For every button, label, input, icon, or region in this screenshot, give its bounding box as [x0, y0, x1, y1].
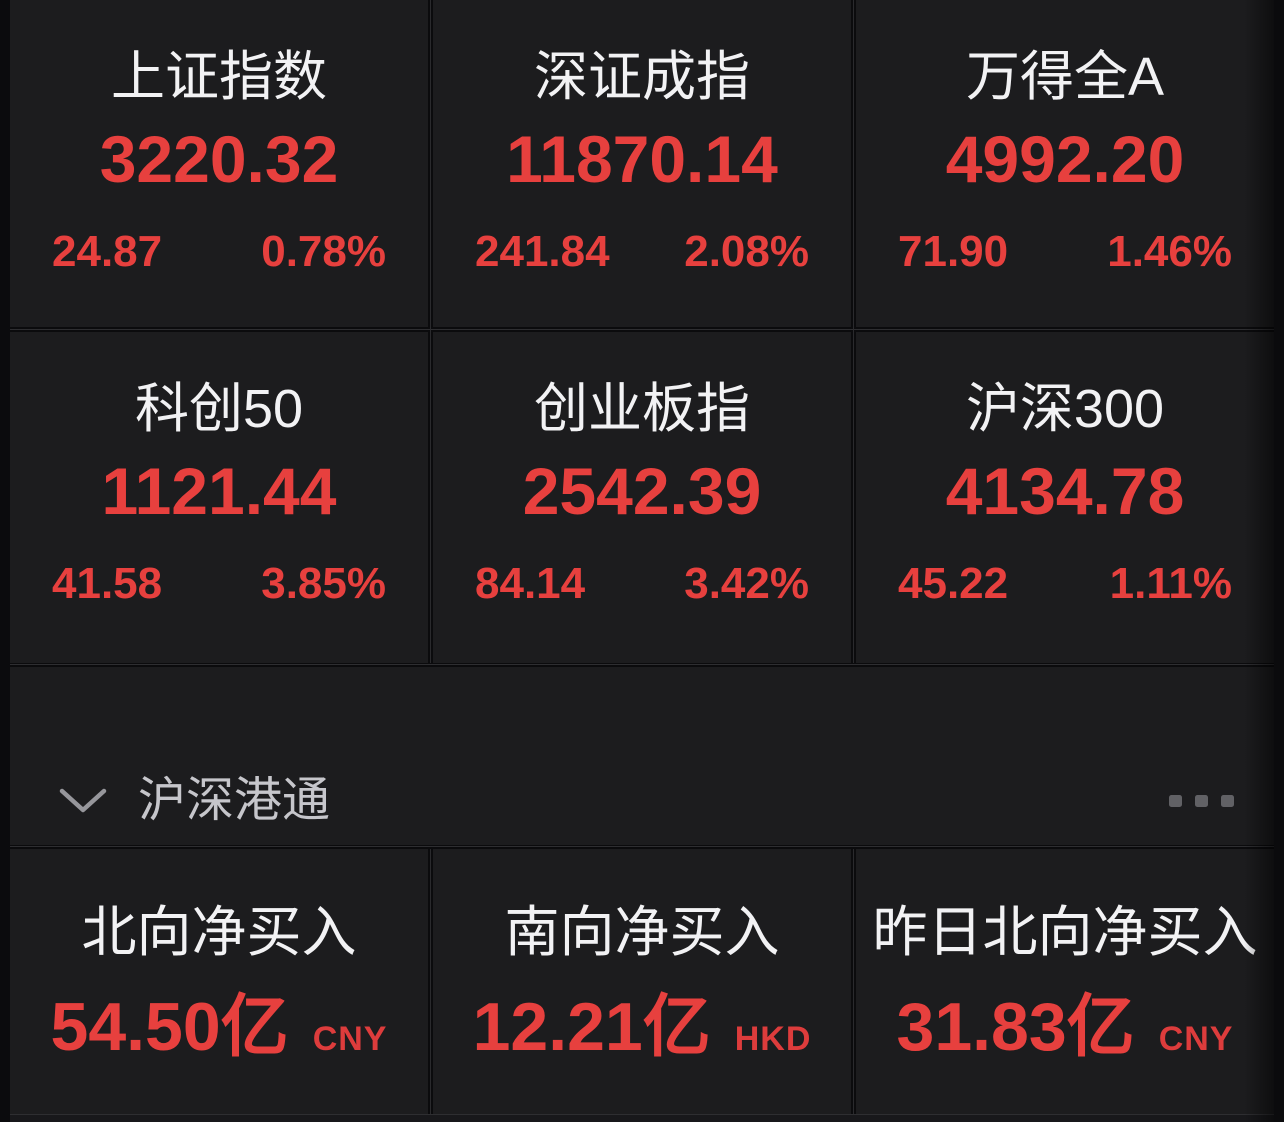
index-name: 创业板指	[534, 379, 750, 439]
index-change: 241.84	[475, 227, 610, 276]
index-tile-csi300[interactable]: 沪深300 4134.78 45.22 1.11%	[856, 332, 1274, 663]
index-change-pct: 1.11%	[1109, 559, 1232, 608]
index-name: 深证成指	[534, 47, 750, 107]
index-change: 41.58	[52, 559, 163, 608]
flow-tile-northbound[interactable]: 北向净买入 54.50亿 CNY	[10, 849, 428, 1114]
index-value: 2542.39	[522, 454, 762, 528]
bottom-edge	[10, 1114, 1274, 1122]
index-change: 45.22	[898, 559, 1009, 608]
index-change-pct: 1.46%	[1107, 227, 1232, 276]
flow-currency: CNY	[1158, 1020, 1234, 1058]
index-tile-wind-all-a[interactable]: 万得全A 4992.20 71.90 1.46%	[856, 0, 1274, 327]
separator	[430, 0, 431, 663]
index-value: 4134.78	[945, 454, 1185, 528]
index-value: 4992.20	[945, 122, 1185, 196]
separator	[853, 849, 854, 1114]
index-name: 沪深300	[965, 379, 1165, 439]
flow-currency: HKD	[734, 1020, 812, 1058]
index-tile-szse-component[interactable]: 深证成指 11870.14 241.84 2.08%	[433, 0, 851, 327]
separator	[10, 846, 1274, 847]
index-change: 24.87	[52, 227, 163, 276]
index-name: 上证指数	[111, 47, 327, 107]
index-change: 71.90	[898, 227, 1009, 276]
index-value: 3220.32	[99, 122, 339, 196]
flow-name: 南向净买入	[504, 901, 780, 963]
flow-currency: CNY	[312, 1020, 388, 1058]
section-title: 沪深港通	[138, 774, 331, 827]
chevron-down-icon[interactable]	[58, 787, 108, 815]
flow-value: 54.50亿	[50, 989, 289, 1065]
separator	[430, 849, 431, 1114]
flow-name: 昨日北向净买入	[872, 901, 1258, 963]
section-header-connect: 沪深港通	[10, 667, 1274, 845]
index-name: 科创50	[134, 379, 304, 439]
separator	[853, 0, 854, 663]
index-change-pct: 3.42%	[684, 559, 809, 608]
flow-tile-yesterday-northbound[interactable]: 昨日北向净买入 31.83亿 CNY	[856, 849, 1274, 1114]
index-tile-sse-composite[interactable]: 上证指数 3220.32 24.87 0.78%	[10, 0, 428, 327]
index-change-pct: 0.78%	[261, 227, 386, 276]
index-value: 11870.14	[506, 122, 778, 196]
index-change-pct: 3.85%	[261, 559, 386, 608]
ellipsis-icon[interactable]	[1156, 795, 1234, 807]
index-change-pct: 2.08%	[684, 227, 809, 276]
flow-value: 31.83亿	[896, 989, 1135, 1065]
flow-value: 12.21亿	[472, 989, 711, 1065]
flow-tile-southbound[interactable]: 南向净买入 12.21亿 HKD	[433, 849, 851, 1114]
index-tile-star50[interactable]: 科创50 1121.44 41.58 3.85%	[10, 332, 428, 663]
separator	[10, 329, 1274, 330]
index-tile-chinext[interactable]: 创业板指 2542.39 84.14 3.42%	[433, 332, 851, 663]
index-change: 84.14	[475, 559, 586, 608]
separator	[10, 664, 1274, 665]
flow-name: 北向净买入	[81, 901, 357, 963]
index-name: 万得全A	[965, 47, 1165, 107]
index-value: 1121.44	[101, 454, 337, 528]
